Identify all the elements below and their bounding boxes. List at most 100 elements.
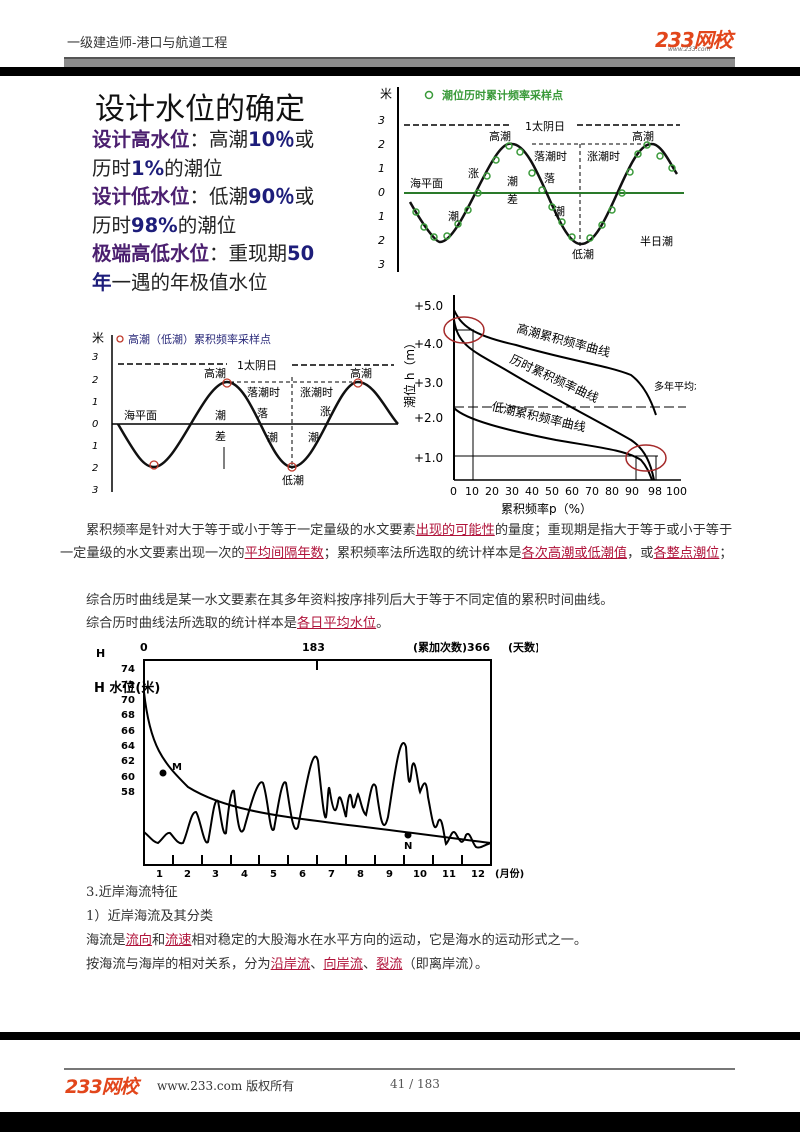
svg-text:1: 1 bbox=[92, 441, 98, 452]
svg-text:高潮: 高潮 bbox=[350, 366, 372, 380]
svg-text:海平面: 海平面 bbox=[410, 176, 443, 190]
svg-text:3: 3 bbox=[92, 352, 98, 363]
svg-text:1: 1 bbox=[378, 210, 385, 223]
footer-logo: 233网校 bbox=[65, 1076, 139, 1098]
slide-lines: 设计高水位：高潮10％或 历时1%的潮位 设计低水位：低潮90％或 历时98%的… bbox=[92, 126, 314, 297]
svg-text:多年平均水位: 多年平均水位 bbox=[654, 380, 696, 393]
svg-text:68: 68 bbox=[121, 710, 135, 721]
svg-text:60: 60 bbox=[121, 772, 135, 783]
section-heading: 3.近岸海流特征 bbox=[86, 885, 178, 900]
paragraph-cumulative-frequency: 累积频率是针对大于等于或小于等于一定量级的水文要素出现的可能性的量度；重现期是指… bbox=[60, 523, 733, 561]
svg-text:半日潮: 半日潮 bbox=[640, 234, 673, 248]
svg-text:3: 3 bbox=[92, 485, 98, 496]
svg-text:3: 3 bbox=[378, 114, 385, 127]
svg-text:涨潮时: 涨潮时 bbox=[587, 149, 620, 163]
svg-text:潮: 潮 bbox=[448, 209, 459, 223]
water-level-chart: 0 183 (累加次数)366 (天数) H H 水位(米) 74 72 70 … bbox=[94, 640, 538, 880]
svg-text:183: 183 bbox=[302, 641, 325, 654]
slide-line: 极端高低水位：重现期50 bbox=[92, 242, 315, 265]
svg-text:+3.0: +3.0 bbox=[414, 376, 443, 390]
slide-line: 历时1%的潮位 bbox=[92, 156, 223, 180]
legend-circle-icon bbox=[424, 90, 434, 100]
slide-line: 历时98%的潮位 bbox=[92, 213, 237, 237]
svg-text:+1.0: +1.0 bbox=[414, 451, 443, 465]
svg-text:高潮: 高潮 bbox=[204, 366, 226, 380]
svg-text:潮位历时累计频率采样点: 潮位历时累计频率采样点 bbox=[442, 88, 563, 102]
svg-text:3: 3 bbox=[378, 258, 385, 271]
subsection-heading: 1）近岸海流及其分类 bbox=[86, 909, 214, 924]
svg-text:70: 70 bbox=[585, 485, 599, 498]
svg-text:米: 米 bbox=[380, 87, 392, 101]
svg-text:涨: 涨 bbox=[468, 167, 479, 180]
svg-text:(月份): (月份) bbox=[495, 867, 524, 880]
svg-text:10: 10 bbox=[413, 869, 427, 880]
svg-text:70: 70 bbox=[121, 695, 135, 706]
svg-text:(累加次数)366: (累加次数)366 bbox=[413, 640, 490, 654]
svg-text:9: 9 bbox=[386, 869, 393, 880]
svg-text:落潮时: 落潮时 bbox=[247, 385, 280, 399]
header-logo-url: www.233.com bbox=[668, 46, 711, 53]
svg-text:2: 2 bbox=[378, 138, 385, 151]
svg-text:1: 1 bbox=[156, 869, 163, 880]
paragraph-current-definition: 海流是流向和流速相对稳定的大股海水在水平方向的运动，它是海水的运动形式之一。 bbox=[86, 933, 588, 948]
svg-text:低潮: 低潮 bbox=[572, 247, 594, 261]
svg-text:60: 60 bbox=[565, 485, 579, 498]
svg-text:0: 0 bbox=[92, 419, 98, 430]
svg-text:+2.0: +2.0 bbox=[414, 411, 443, 425]
legend-circle-icon bbox=[116, 335, 124, 343]
slide-title: 设计水位的确定 bbox=[95, 92, 305, 127]
svg-text:0: 0 bbox=[450, 485, 457, 498]
svg-text:98: 98 bbox=[648, 485, 662, 498]
header-rule bbox=[64, 57, 735, 67]
svg-text:(天数): (天数) bbox=[508, 640, 538, 654]
svg-text:潮: 潮 bbox=[507, 174, 518, 188]
svg-text:高潮: 高潮 bbox=[489, 129, 511, 143]
svg-text:海平面: 海平面 bbox=[124, 408, 157, 422]
svg-text:58: 58 bbox=[121, 787, 135, 798]
svg-text:高潮: 高潮 bbox=[632, 129, 654, 143]
high-low-tide-diagram: 米 高潮（低潮）累积频率采样点 3 2 1 0 1 2 3 1太阴日 高潮 高潮… bbox=[92, 331, 399, 496]
svg-text:差: 差 bbox=[215, 429, 226, 443]
svg-text:30: 30 bbox=[505, 485, 519, 498]
top-black-bar bbox=[0, 67, 800, 76]
svg-text:潮: 潮 bbox=[215, 408, 226, 422]
paragraph-duration-curve: 综合历时曲线是某一水文要素在其多年资料按序排列后大于等于不同定值的累积时间曲线。 bbox=[86, 593, 614, 608]
header-title: 一级建造师-港口与航道工程 bbox=[67, 36, 228, 51]
svg-text:0: 0 bbox=[140, 641, 148, 654]
svg-text:潮: 潮 bbox=[554, 204, 565, 218]
svg-text:66: 66 bbox=[121, 726, 135, 737]
svg-text:20: 20 bbox=[485, 485, 499, 498]
svg-text:落: 落 bbox=[544, 172, 555, 185]
svg-text:40: 40 bbox=[525, 485, 539, 498]
svg-text:10: 10 bbox=[465, 485, 479, 498]
svg-text:落: 落 bbox=[257, 407, 268, 420]
svg-text:2: 2 bbox=[92, 375, 98, 386]
slide-line: 设计高水位：高潮10％或 bbox=[92, 128, 315, 151]
svg-text:8: 8 bbox=[357, 869, 364, 880]
svg-text:高潮累积频率曲线: 高潮累积频率曲线 bbox=[515, 320, 612, 359]
svg-text:+4.0: +4.0 bbox=[414, 337, 443, 351]
header-logo: 233网校 bbox=[655, 28, 733, 52]
slide-line: 年一遇的年极值水位 bbox=[92, 270, 268, 294]
svg-text:累积频率p（%）: 累积频率p（%） bbox=[501, 501, 592, 515]
svg-text:7: 7 bbox=[328, 869, 335, 880]
svg-text:潮: 潮 bbox=[267, 430, 278, 444]
svg-text:差: 差 bbox=[507, 192, 518, 206]
bottom-black-bar-top bbox=[0, 1032, 800, 1040]
svg-text:72: 72 bbox=[121, 680, 135, 691]
footer-copyright: www.233.com 版权所有 bbox=[157, 1079, 295, 1093]
svg-text:涨潮时: 涨潮时 bbox=[300, 385, 333, 399]
svg-text:N: N bbox=[404, 841, 412, 852]
svg-text:0: 0 bbox=[378, 186, 385, 199]
svg-text:100: 100 bbox=[666, 485, 687, 498]
svg-text:潮位 h（m）: 潮位 h（m） bbox=[402, 337, 417, 408]
svg-text:H: H bbox=[96, 647, 105, 660]
tide-duration-diagram: 米 潮位历时累计频率采样点 3 2 1 0 1 2 3 1太阴日 高潮 高潮 落… bbox=[378, 87, 684, 272]
svg-text:1太阴日: 1太阴日 bbox=[525, 120, 565, 133]
cumulative-frequency-chart: 潮位 h（m） +1.0 +2.0 +3.0 +4.0 +5.0 0 10 20… bbox=[402, 295, 696, 515]
page-number: 41 / 183 bbox=[390, 1077, 440, 1091]
svg-text:1太阴日: 1太阴日 bbox=[237, 359, 277, 372]
svg-text:80: 80 bbox=[605, 485, 619, 498]
svg-text:落潮时: 落潮时 bbox=[534, 149, 567, 163]
svg-text:62: 62 bbox=[121, 756, 135, 767]
